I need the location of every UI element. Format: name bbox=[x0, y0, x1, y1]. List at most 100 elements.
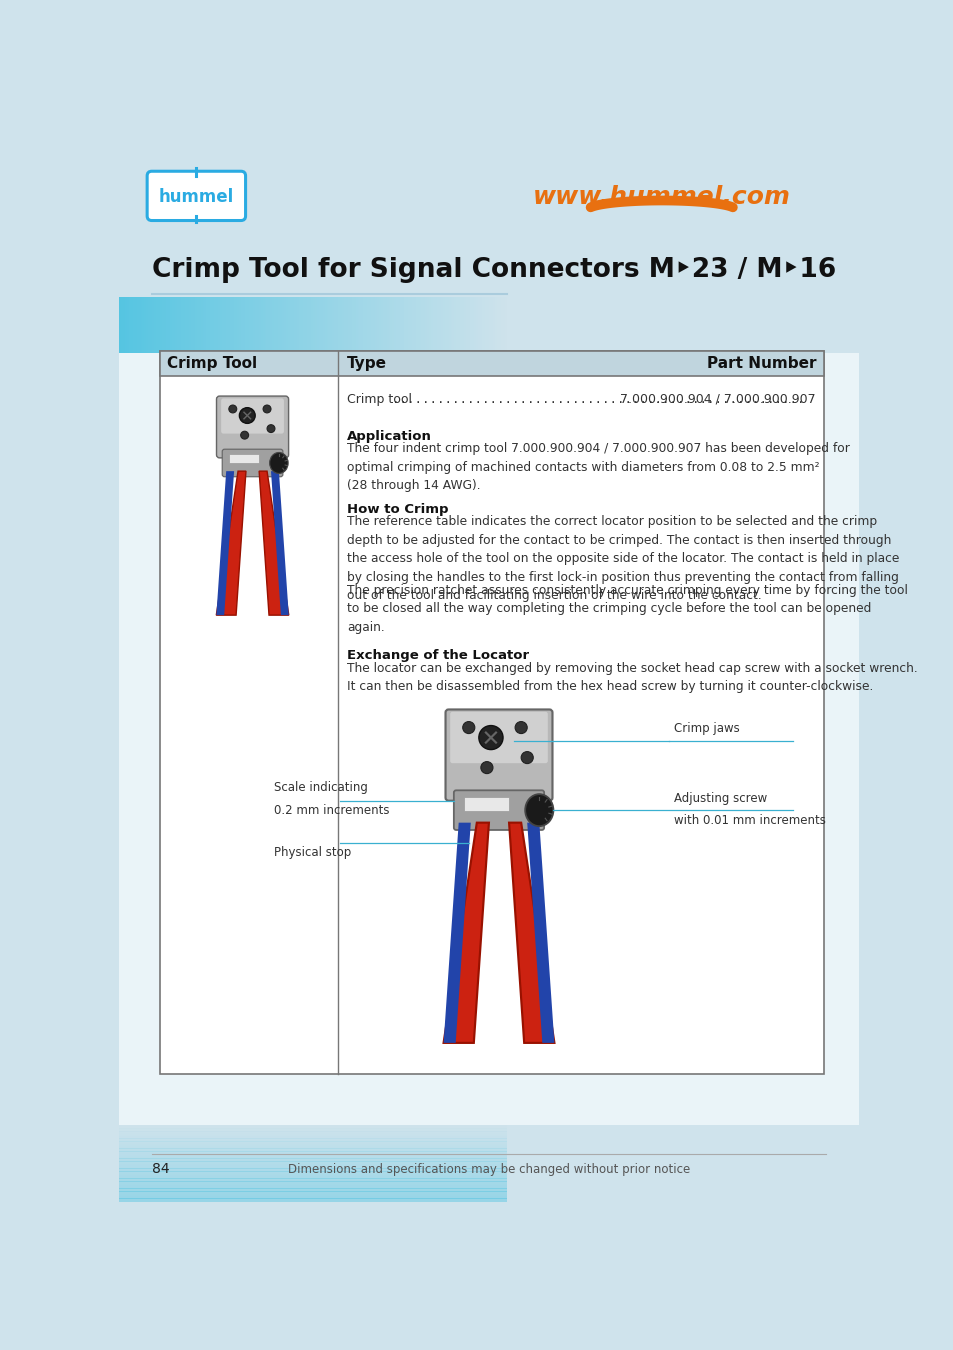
Bar bbox=[164, 297, 166, 352]
Bar bbox=[416, 297, 417, 352]
Bar bbox=[491, 297, 493, 352]
Bar bbox=[136, 297, 138, 352]
Circle shape bbox=[462, 721, 475, 733]
Text: with 0.01 mm increments: with 0.01 mm increments bbox=[674, 814, 825, 828]
Bar bbox=[297, 297, 299, 352]
Bar bbox=[196, 297, 198, 352]
Bar bbox=[156, 297, 158, 352]
Bar bbox=[123, 297, 125, 352]
Bar bbox=[166, 297, 168, 352]
Circle shape bbox=[229, 405, 236, 413]
Bar bbox=[502, 297, 504, 352]
Bar bbox=[399, 297, 402, 352]
Bar bbox=[286, 297, 288, 352]
Bar bbox=[305, 297, 307, 352]
Circle shape bbox=[515, 721, 527, 733]
Bar bbox=[282, 297, 284, 352]
Polygon shape bbox=[443, 822, 470, 1044]
Bar bbox=[280, 297, 282, 352]
Circle shape bbox=[239, 408, 254, 424]
Bar bbox=[159, 351, 823, 1075]
Text: Physical stop: Physical stop bbox=[274, 845, 351, 859]
Bar bbox=[348, 297, 350, 352]
Bar bbox=[309, 297, 311, 352]
Circle shape bbox=[240, 431, 249, 439]
Polygon shape bbox=[527, 822, 554, 1044]
Bar bbox=[342, 297, 344, 352]
Bar bbox=[138, 297, 140, 352]
Bar bbox=[173, 297, 175, 352]
Bar bbox=[479, 297, 481, 352]
Bar bbox=[210, 297, 212, 352]
Bar bbox=[355, 297, 357, 352]
FancyBboxPatch shape bbox=[445, 710, 552, 801]
Bar bbox=[461, 297, 464, 352]
Bar bbox=[172, 297, 173, 352]
FancyBboxPatch shape bbox=[221, 398, 284, 433]
Bar bbox=[179, 297, 181, 352]
Bar bbox=[388, 297, 390, 352]
Bar bbox=[322, 297, 324, 352]
Text: Exchange of the Locator: Exchange of the Locator bbox=[347, 649, 529, 663]
Bar bbox=[412, 297, 414, 352]
Bar bbox=[144, 297, 146, 352]
Bar bbox=[367, 297, 369, 352]
Bar bbox=[230, 454, 259, 463]
Bar bbox=[200, 297, 202, 352]
Bar bbox=[177, 297, 179, 352]
Bar bbox=[228, 297, 230, 352]
Polygon shape bbox=[271, 471, 289, 616]
Bar bbox=[504, 297, 506, 352]
Polygon shape bbox=[443, 822, 488, 1044]
Bar bbox=[204, 297, 206, 352]
Bar bbox=[258, 297, 260, 352]
FancyBboxPatch shape bbox=[454, 790, 543, 830]
Bar bbox=[421, 297, 423, 352]
Bar bbox=[230, 297, 232, 352]
Bar bbox=[170, 297, 172, 352]
Bar bbox=[290, 297, 292, 352]
Bar bbox=[208, 297, 210, 352]
Bar bbox=[354, 297, 355, 352]
Bar bbox=[456, 297, 457, 352]
Bar bbox=[423, 297, 425, 352]
Bar bbox=[470, 297, 472, 352]
Text: hummel: hummel bbox=[158, 188, 233, 205]
Bar bbox=[254, 297, 256, 352]
Bar bbox=[316, 297, 318, 352]
Bar bbox=[243, 297, 245, 352]
FancyBboxPatch shape bbox=[216, 396, 289, 458]
Bar bbox=[397, 297, 399, 352]
Bar bbox=[408, 297, 410, 352]
Bar bbox=[425, 297, 427, 352]
Bar bbox=[318, 297, 320, 352]
Bar bbox=[256, 297, 258, 352]
Circle shape bbox=[520, 752, 533, 764]
Bar bbox=[414, 297, 416, 352]
Bar bbox=[301, 297, 303, 352]
Bar bbox=[218, 297, 220, 352]
Bar bbox=[159, 351, 823, 377]
Bar bbox=[410, 297, 412, 352]
Ellipse shape bbox=[525, 794, 553, 826]
Polygon shape bbox=[259, 471, 289, 616]
Bar bbox=[226, 297, 228, 352]
Bar bbox=[361, 297, 363, 352]
Bar bbox=[466, 297, 468, 352]
Bar bbox=[476, 297, 477, 352]
Bar bbox=[159, 351, 823, 377]
Bar bbox=[142, 297, 144, 352]
Bar bbox=[404, 297, 406, 352]
Circle shape bbox=[480, 761, 493, 774]
Text: 0.2 mm increments: 0.2 mm increments bbox=[274, 803, 390, 817]
Bar bbox=[194, 297, 196, 352]
Text: Crimp jaws: Crimp jaws bbox=[674, 722, 740, 736]
Bar bbox=[183, 297, 185, 352]
Bar bbox=[464, 297, 466, 352]
Bar bbox=[454, 297, 456, 352]
Bar bbox=[433, 297, 435, 352]
Bar bbox=[332, 297, 334, 352]
FancyBboxPatch shape bbox=[222, 450, 283, 477]
Bar bbox=[359, 297, 361, 352]
Bar bbox=[344, 297, 346, 352]
